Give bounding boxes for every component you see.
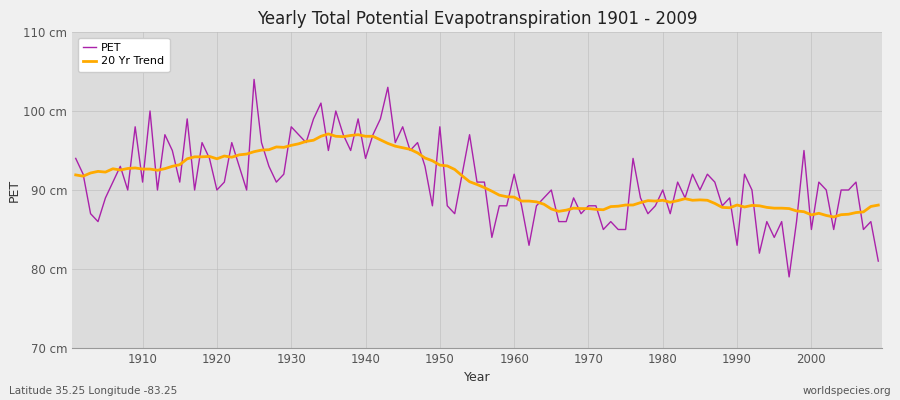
PET — [130, 124, 140, 129]
20 Yr Trend — [508, 195, 519, 200]
PET — [248, 77, 259, 82]
20 Yr Trend — [323, 132, 334, 136]
PET — [873, 259, 884, 264]
20 Yr Trend — [293, 141, 304, 146]
PET — [508, 172, 519, 176]
PET — [784, 274, 795, 279]
Text: worldspecies.org: worldspecies.org — [803, 386, 891, 396]
PET — [346, 148, 356, 153]
20 Yr Trend — [606, 204, 616, 209]
Line: PET: PET — [76, 79, 878, 277]
20 Yr Trend — [130, 166, 140, 170]
20 Yr Trend — [873, 203, 884, 208]
Title: Yearly Total Potential Evapotranspiration 1901 - 2009: Yearly Total Potential Evapotranspiratio… — [256, 10, 698, 28]
PET — [517, 203, 527, 208]
20 Yr Trend — [517, 199, 527, 204]
20 Yr Trend — [828, 214, 839, 219]
20 Yr Trend — [346, 133, 356, 138]
PET — [70, 156, 81, 161]
PET — [606, 219, 616, 224]
Legend: PET, 20 Yr Trend: PET, 20 Yr Trend — [77, 38, 169, 72]
PET — [301, 140, 311, 145]
Line: 20 Yr Trend: 20 Yr Trend — [76, 134, 878, 217]
X-axis label: Year: Year — [464, 372, 490, 384]
Text: Latitude 35.25 Longitude -83.25: Latitude 35.25 Longitude -83.25 — [9, 386, 177, 396]
20 Yr Trend — [70, 172, 81, 177]
Y-axis label: PET: PET — [7, 178, 21, 202]
